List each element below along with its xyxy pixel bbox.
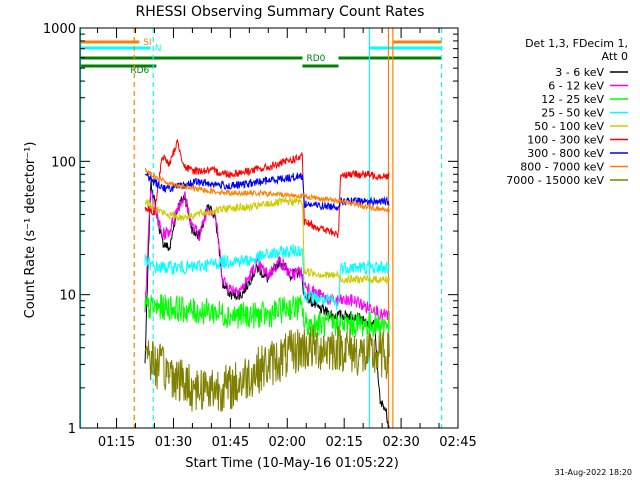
plot-frame <box>79 27 459 429</box>
x-tick-label: 02:15 <box>325 435 362 450</box>
legend-header: Det 1,3, FDecim 1, <box>525 37 628 50</box>
flag-label: RD0 <box>306 54 325 64</box>
legend-entry-label: 6 - 12 keV <box>548 80 604 93</box>
series-line <box>144 324 390 412</box>
footer-timestamp: 31-Aug-2022 18:20 <box>555 468 632 477</box>
x-tick-label: 02:45 <box>439 435 476 450</box>
x-tick-label: 02:30 <box>382 435 419 450</box>
instrument-flags: SI N RD0 RD6 <box>80 38 442 76</box>
x-axis-label: Start Time (10-May-16 01:05:22) <box>185 456 399 471</box>
legend-entry-label: 50 - 100 keV <box>534 120 604 133</box>
series-line <box>144 167 390 213</box>
x-tick-label: 02:00 <box>269 435 306 450</box>
flag-label: SI <box>143 38 151 48</box>
flag-label: RD6 <box>130 66 149 76</box>
series-line <box>144 244 390 310</box>
legend-entry-label: 7000 - 15000 keV <box>506 174 604 187</box>
y-tick-label: 1 <box>68 422 76 437</box>
series-line <box>144 139 390 238</box>
x-tick-label: 01:45 <box>212 435 249 450</box>
x-tick-label: 01:15 <box>98 435 135 450</box>
legend-entry-label: 12 - 25 keV <box>541 93 604 106</box>
vertical-markers <box>79 28 443 428</box>
y-tick-label: 100 <box>51 155 76 170</box>
legend-entry-label: 800 - 7000 keV <box>520 161 604 174</box>
legend-header: Att 0 <box>602 50 628 63</box>
y-axis-label: Count Rate (s⁻¹ detector⁻¹) <box>23 142 38 319</box>
series-line <box>144 189 390 322</box>
legend-entry-label: 100 - 300 keV <box>527 134 604 147</box>
series-line <box>144 196 390 285</box>
chart-title: RHESSI Observing Summary Count Rates <box>136 4 425 20</box>
y-tick-label: 1000 <box>43 22 76 37</box>
legend-entry-label: 3 - 6 keV <box>555 66 604 79</box>
series-line <box>144 294 390 339</box>
data-series <box>144 139 390 430</box>
flag-label: N <box>155 44 162 54</box>
y-axis: 1 10 100 1000 <box>43 22 458 437</box>
x-axis: 01:15 01:30 01:45 02:00 02:15 02:30 02:45 <box>97 28 477 450</box>
x-tick-label: 01:30 <box>155 435 192 450</box>
y-tick-label: 10 <box>59 289 76 304</box>
legend-entry-label: 25 - 50 keV <box>541 107 604 120</box>
series-line <box>144 172 390 212</box>
legend-entry-label: 300 - 800 keV <box>527 147 604 160</box>
